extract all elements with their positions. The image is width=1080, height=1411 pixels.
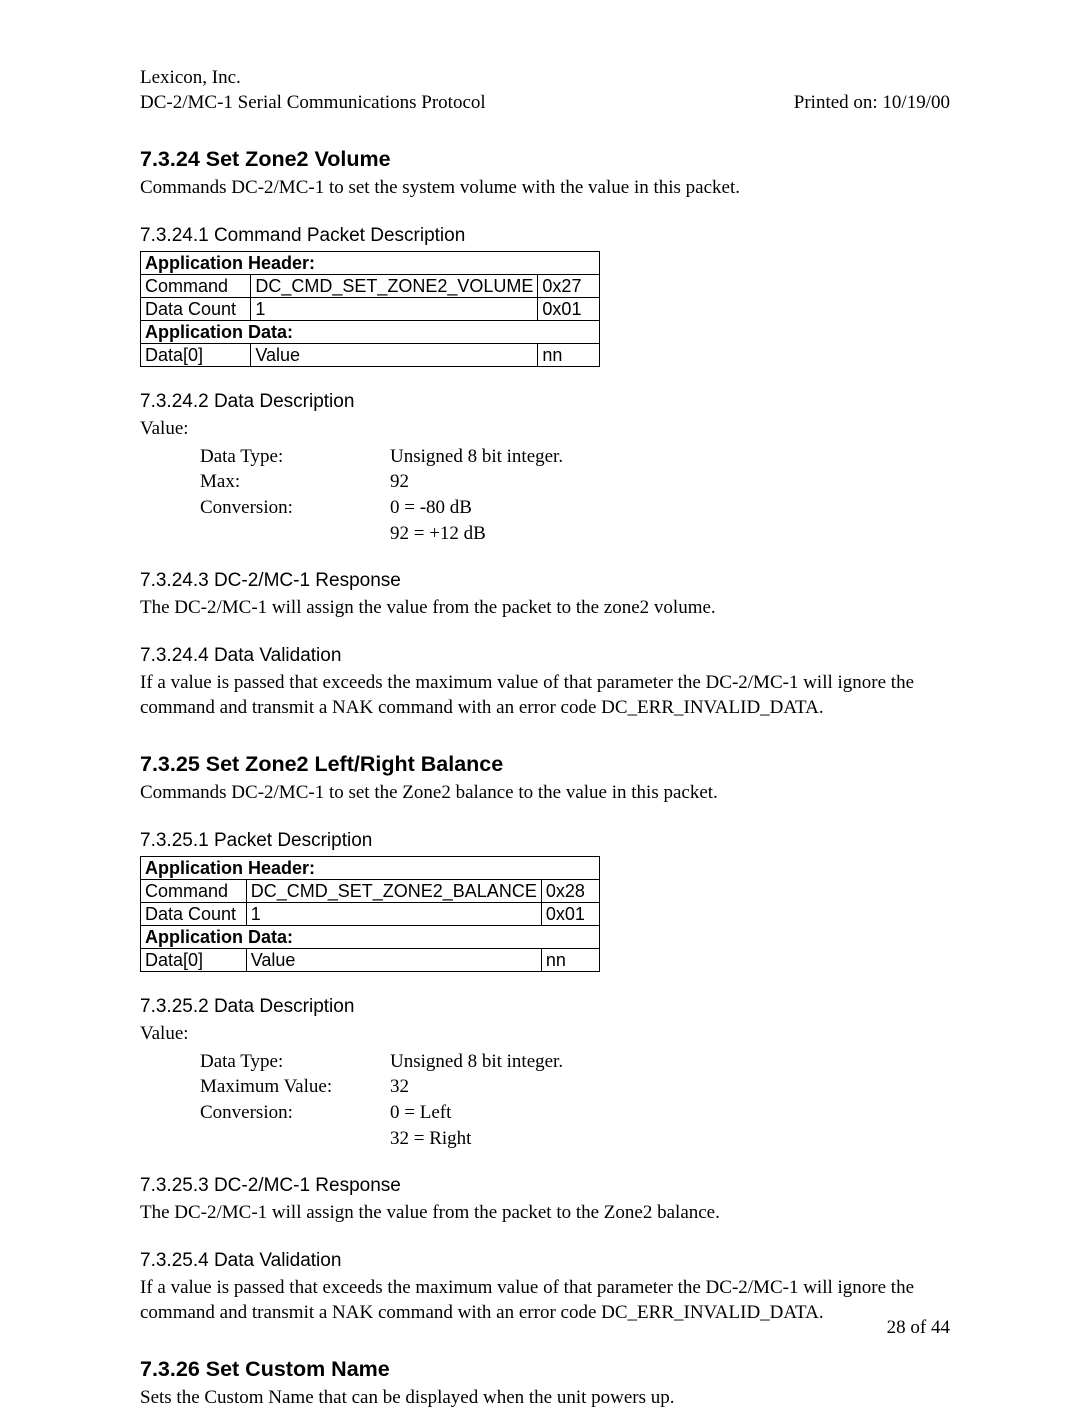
heading-7-3-24-3: 7.3.24.3 DC-2/MC-1 Response	[140, 570, 950, 592]
cell: 0x27	[538, 275, 600, 298]
cell: Data[0]	[141, 949, 247, 972]
kv-label: Max:	[200, 469, 390, 495]
app-data-label: Application Data:	[141, 926, 600, 949]
cell: Data Count	[141, 298, 251, 321]
app-data-label: Application Data:	[141, 321, 600, 344]
cell: Value	[246, 949, 541, 972]
validation-7-3-24: If a value is passed that exceeds the ma…	[140, 671, 950, 720]
cell: nn	[541, 949, 599, 972]
cell: Value	[251, 344, 538, 367]
data-desc-7-3-25: Data Type: Unsigned 8 bit integer. Maxim…	[200, 1049, 950, 1152]
kv-value: Unsigned 8 bit integer.	[390, 444, 950, 470]
page-header: Lexicon, Inc. DC-2/MC-1 Serial Communica…	[140, 66, 950, 115]
kv-row: Max: 92	[200, 469, 950, 495]
cell: Command	[141, 880, 247, 903]
cell: DC_CMD_SET_ZONE2_BALANCE	[246, 880, 541, 903]
kv-row: Maximum Value: 32	[200, 1074, 950, 1100]
table-row: Command DC_CMD_SET_ZONE2_VOLUME 0x27	[141, 275, 600, 298]
cell: nn	[538, 344, 600, 367]
heading-7-3-25-2: 7.3.25.2 Data Description	[140, 996, 950, 1018]
heading-7-3-26: 7.3.26 Set Custom Name	[140, 1357, 950, 1382]
cell: 1	[251, 298, 538, 321]
page: Lexicon, Inc. DC-2/MC-1 Serial Communica…	[0, 0, 1080, 1397]
kv-row: Conversion: 0 = -80 dB	[200, 495, 950, 521]
heading-7-3-24-1: 7.3.24.1 Command Packet Description	[140, 225, 950, 247]
intro-7-3-26: Sets the Custom Name that can be display…	[140, 1386, 950, 1411]
kv-label: Data Type:	[200, 1049, 390, 1075]
kv-row: Conversion: 0 = Left	[200, 1100, 950, 1126]
kv-label: Data Type:	[200, 444, 390, 470]
kv-value: 92	[390, 469, 950, 495]
heading-7-3-24: 7.3.24 Set Zone2 Volume	[140, 147, 950, 172]
table-row: Data[0] Value nn	[141, 949, 600, 972]
heading-7-3-25: 7.3.25 Set Zone2 Left/Right Balance	[140, 752, 950, 777]
validation-7-3-25: If a value is passed that exceeds the ma…	[140, 1276, 950, 1325]
table-row: Application Header:	[141, 857, 600, 880]
cell: Data Count	[141, 903, 247, 926]
intro-7-3-25: Commands DC-2/MC-1 to set the Zone2 bala…	[140, 781, 950, 806]
cell: 1	[246, 903, 541, 926]
heading-7-3-25-4: 7.3.25.4 Data Validation	[140, 1250, 950, 1272]
app-header-label: Application Header:	[141, 252, 600, 275]
response-7-3-25: The DC-2/MC-1 will assign the value from…	[140, 1201, 950, 1226]
value-lead: Value:	[140, 1022, 950, 1047]
heading-7-3-24-4: 7.3.24.4 Data Validation	[140, 645, 950, 667]
data-desc-7-3-24: Data Type: Unsigned 8 bit integer. Max: …	[200, 444, 950, 547]
value-lead: Value:	[140, 417, 950, 442]
packet-table-7-3-25: Application Header: Command DC_CMD_SET_Z…	[140, 856, 600, 972]
cell: 0x28	[541, 880, 599, 903]
table-row: Command DC_CMD_SET_ZONE2_BALANCE 0x28	[141, 880, 600, 903]
kv-value: 32	[390, 1074, 950, 1100]
kv-label	[200, 1126, 390, 1152]
kv-value: 0 = Left	[390, 1100, 950, 1126]
kv-row: 32 = Right	[200, 1126, 950, 1152]
kv-row: Data Type: Unsigned 8 bit integer.	[200, 1049, 950, 1075]
heading-7-3-25-3: 7.3.25.3 DC-2/MC-1 Response	[140, 1175, 950, 1197]
table-row: Application Data:	[141, 926, 600, 949]
kv-label: Maximum Value:	[200, 1074, 390, 1100]
cell: 0x01	[538, 298, 600, 321]
header-left: Lexicon, Inc. DC-2/MC-1 Serial Communica…	[140, 66, 486, 115]
kv-value: Unsigned 8 bit integer.	[390, 1049, 950, 1075]
kv-row: Data Type: Unsigned 8 bit integer.	[200, 444, 950, 470]
kv-label	[200, 521, 390, 547]
table-row: Data[0] Value nn	[141, 344, 600, 367]
table-row: Application Data:	[141, 321, 600, 344]
app-header-label: Application Header:	[141, 857, 600, 880]
kv-label: Conversion:	[200, 495, 390, 521]
cell: Command	[141, 275, 251, 298]
kv-value: 32 = Right	[390, 1126, 950, 1152]
kv-value: 0 = -80 dB	[390, 495, 950, 521]
intro-7-3-24: Commands DC-2/MC-1 to set the system vol…	[140, 176, 950, 201]
kv-row: 92 = +12 dB	[200, 521, 950, 547]
packet-table-7-3-24: Application Header: Command DC_CMD_SET_Z…	[140, 251, 600, 367]
table-row: Data Count 1 0x01	[141, 903, 600, 926]
company-name: Lexicon, Inc.	[140, 66, 486, 91]
cell: Data[0]	[141, 344, 251, 367]
printed-date: Printed on: 10/19/00	[794, 91, 950, 116]
doc-title: DC-2/MC-1 Serial Communications Protocol	[140, 91, 486, 116]
heading-7-3-24-2: 7.3.24.2 Data Description	[140, 391, 950, 413]
kv-value: 92 = +12 dB	[390, 521, 950, 547]
kv-label: Conversion:	[200, 1100, 390, 1126]
cell: 0x01	[541, 903, 599, 926]
table-row: Data Count 1 0x01	[141, 298, 600, 321]
page-number: 28 of 44	[887, 1317, 950, 1339]
table-row: Application Header:	[141, 252, 600, 275]
heading-7-3-25-1: 7.3.25.1 Packet Description	[140, 830, 950, 852]
cell: DC_CMD_SET_ZONE2_VOLUME	[251, 275, 538, 298]
response-7-3-24: The DC-2/MC-1 will assign the value from…	[140, 596, 950, 621]
